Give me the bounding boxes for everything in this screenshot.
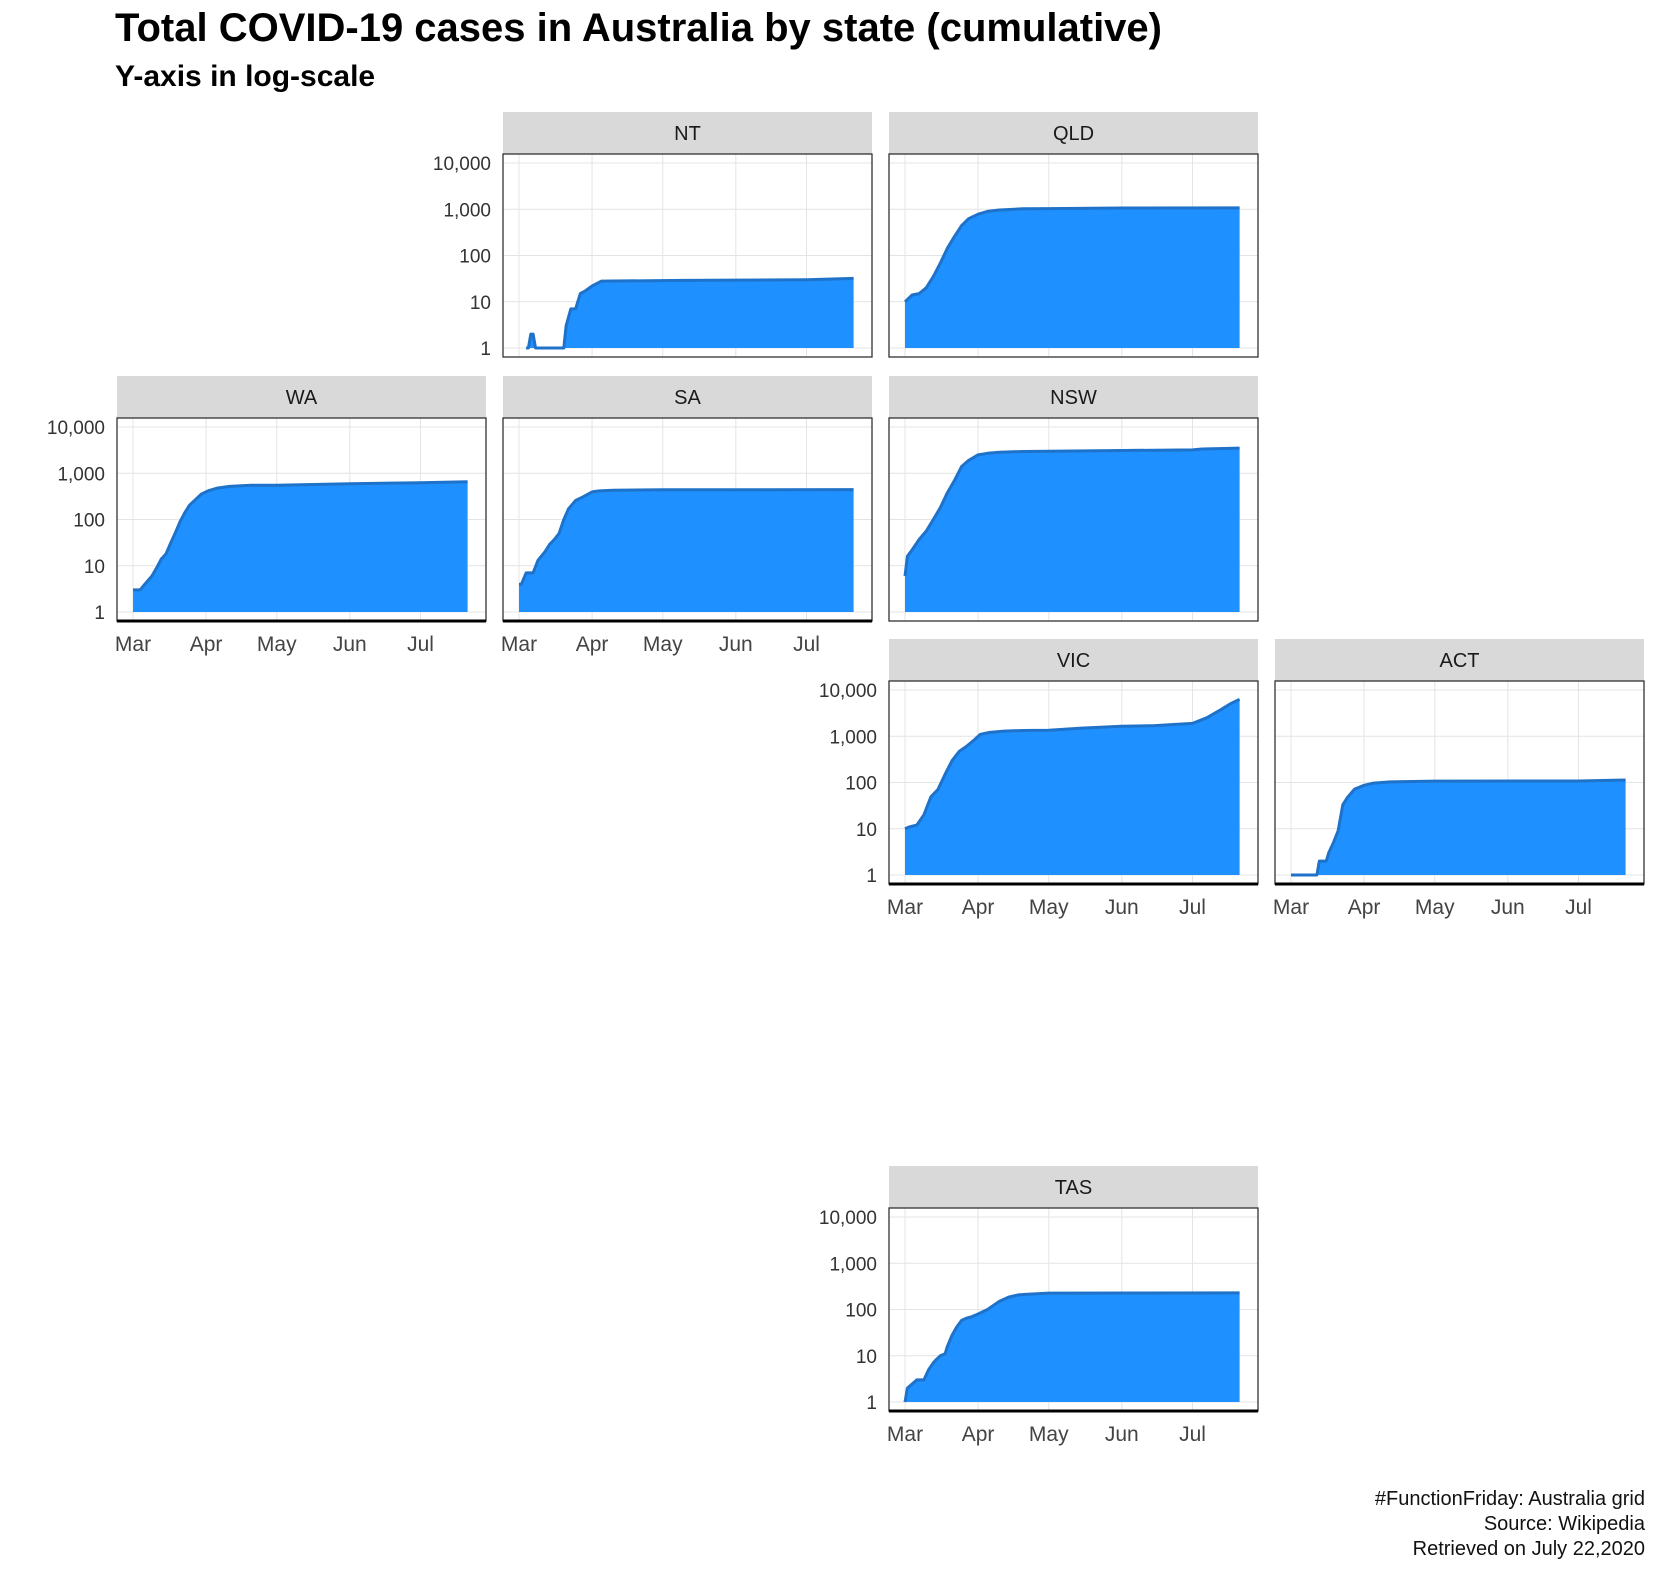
y-tick-label: 100 xyxy=(459,247,491,268)
series-area-nsw xyxy=(905,448,1240,612)
panel-strip-label: QLD xyxy=(1053,123,1094,145)
y-tick-label: 1 xyxy=(866,866,877,887)
panel-strip xyxy=(117,376,486,418)
x-tick-label: Jul xyxy=(407,633,434,656)
x-tick-label: Apr xyxy=(190,633,223,656)
x-tick-label: Mar xyxy=(501,633,537,656)
panel-strip-label: SA xyxy=(674,387,701,409)
x-tick-label: May xyxy=(643,633,683,656)
series-line-nsw xyxy=(903,446,1240,577)
series-area-tas xyxy=(905,1292,1240,1402)
panel-strip-label: ACT xyxy=(1440,650,1480,672)
panel-strip xyxy=(503,376,872,418)
panel-strip xyxy=(889,1166,1258,1208)
panel-strip xyxy=(889,639,1258,681)
y-tick-label: 1 xyxy=(866,1393,877,1414)
x-tick-label: Mar xyxy=(887,896,923,919)
panel-tas: TAS 1 10 100 1,000 10,000 Mar Apr May Jun Jul xyxy=(819,1166,1259,1446)
caption-line-source: Source: Wikipedia xyxy=(1483,1513,1645,1535)
panel-border xyxy=(888,153,1259,358)
y-tick-label: 1 xyxy=(480,339,491,360)
x-tick-label: Jun xyxy=(1105,896,1139,919)
panel-strip-label: VIC xyxy=(1057,650,1090,672)
series-area-qld xyxy=(905,207,1240,348)
series-area-wa xyxy=(133,481,468,612)
x-tick-label: Apr xyxy=(576,633,609,656)
panel-wa: WA 1 10 100 1,000 10,000 Mar Apr May Jun Jul xyxy=(47,376,487,656)
x-tick-label: Jul xyxy=(1565,896,1592,919)
y-tick-label: 10,000 xyxy=(819,1208,877,1229)
x-tick-label: Apr xyxy=(962,896,995,919)
panel-strip xyxy=(889,376,1258,418)
x-tick-label: Jul xyxy=(1179,1423,1206,1446)
chart-subtitle: Y-axis in log-scale xyxy=(115,60,376,93)
y-tick-label: 10,000 xyxy=(433,154,491,175)
x-tick-label: Jun xyxy=(719,633,753,656)
y-tick-label: 1,000 xyxy=(443,200,491,221)
panel-strip-label: NSW xyxy=(1050,387,1097,409)
x-tick-label: May xyxy=(1029,1423,1069,1446)
x-tick-label: May xyxy=(1415,896,1455,919)
x-tick-label: Jul xyxy=(793,633,820,656)
y-tick-label: 10 xyxy=(470,293,491,314)
panel-strip xyxy=(889,112,1258,154)
caption-line-hashtag: #FunctionFriday: Australia grid xyxy=(1374,1488,1645,1510)
panel-nt: NT 1 10 100 1,000 10,000 xyxy=(433,112,873,360)
caption-line-retrieved: Retrieved on July 22,2020 xyxy=(1412,1538,1645,1560)
x-tick-label: Jul xyxy=(1179,896,1206,919)
y-tick-label: 100 xyxy=(845,1301,877,1322)
y-tick-label: 1,000 xyxy=(829,727,877,748)
x-tick-label: Mar xyxy=(115,633,151,656)
y-tick-label: 100 xyxy=(73,511,105,532)
series-area-act xyxy=(1291,780,1626,875)
panel-nsw: NSW xyxy=(888,376,1259,622)
y-tick-label: 1 xyxy=(94,603,105,624)
x-tick-label: Apr xyxy=(1348,896,1381,919)
panel-strip-label: NT xyxy=(674,123,701,145)
panel-strip xyxy=(503,112,872,154)
x-tick-label: Jun xyxy=(1491,896,1525,919)
y-tick-label: 10 xyxy=(856,820,877,841)
chart-title: Total COVID-19 cases in Australia by sta… xyxy=(115,6,1162,50)
series-area-vic xyxy=(905,699,1240,875)
x-tick-label: Mar xyxy=(887,1423,923,1446)
chart-caption: #FunctionFriday: Australia grid Source: … xyxy=(1375,1487,1645,1562)
panel-act: ACT Mar Apr May Jun Jul xyxy=(1273,639,1645,919)
panel-vic: VIC 1 10 100 1,000 10,000 Mar Apr May Jun Jul xyxy=(819,639,1259,919)
panel-border xyxy=(502,153,873,358)
y-tick-label: 1,000 xyxy=(57,464,105,485)
series-line-wa xyxy=(133,480,468,592)
panel-strip xyxy=(1275,639,1644,681)
x-tick-label: May xyxy=(1029,896,1069,919)
series-line-qld xyxy=(903,206,1240,303)
y-tick-label: 10,000 xyxy=(819,681,877,702)
x-tick-label: May xyxy=(257,633,297,656)
series-area-sa xyxy=(519,489,854,612)
x-tick-label: Apr xyxy=(962,1423,995,1446)
series-area-nt xyxy=(526,278,854,348)
series-line-nt xyxy=(526,276,854,350)
panel-qld: QLD xyxy=(888,112,1259,358)
panel-strip-label: WA xyxy=(286,387,318,409)
x-tick-label: Jun xyxy=(1105,1423,1139,1446)
y-tick-label: 10,000 xyxy=(47,418,105,439)
y-tick-label: 10 xyxy=(84,557,105,578)
series-line-vic xyxy=(904,697,1241,831)
series-line-tas xyxy=(903,1291,1240,1403)
panel-border xyxy=(888,417,1259,622)
y-tick-label: 100 xyxy=(845,774,877,795)
series-line-sa xyxy=(519,488,854,586)
panel-sa: SA Mar Apr May Jun Jul xyxy=(501,376,873,656)
panel-strip-label: TAS xyxy=(1055,1177,1092,1199)
x-tick-label: Jun xyxy=(333,633,367,656)
y-tick-label: 1,000 xyxy=(829,1254,877,1275)
x-tick-label: Mar xyxy=(1273,896,1309,919)
series-line-act xyxy=(1291,778,1626,877)
y-tick-label: 10 xyxy=(856,1347,877,1368)
